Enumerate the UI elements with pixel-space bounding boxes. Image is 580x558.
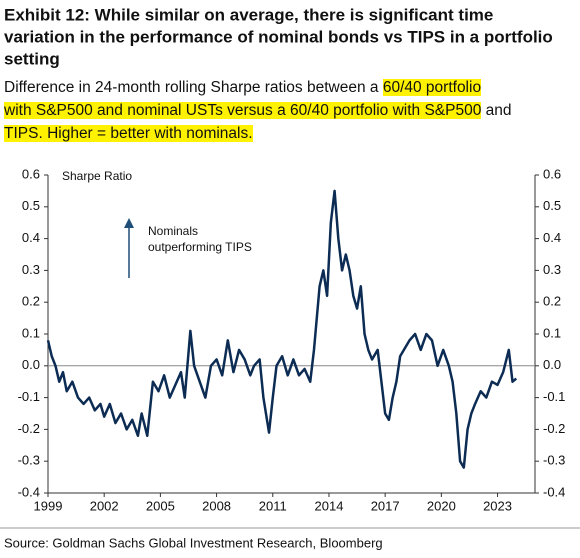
arrow-head: [124, 218, 134, 228]
x-tick-label: 2011: [259, 498, 287, 513]
x-tick-label: 2023: [483, 498, 512, 513]
y-tick-label: 0.4: [22, 230, 40, 245]
subtitle-text: and: [481, 102, 512, 119]
y-tick-label: 0.2: [22, 294, 40, 309]
y2-tick-label: 0.0: [543, 357, 561, 372]
y2-tick-label: -0.4: [543, 484, 565, 499]
y-tick-label: 0.3: [22, 262, 40, 277]
x-tick-label: 2017: [371, 498, 400, 513]
y-tick-label: 0.5: [22, 198, 40, 213]
y2-tick-label: 0.2: [543, 294, 561, 309]
y2-tick-label: 0.4: [543, 230, 561, 245]
highlighted-text: TIPS. Higher = better with nominals.: [4, 125, 253, 142]
data-line: [46, 189, 518, 469]
y-axis-label: Sharpe Ratio: [62, 169, 132, 183]
y-tick-label: -0.1: [18, 389, 40, 404]
y2-tick-label: -0.1: [543, 389, 565, 404]
title-line: setting: [4, 49, 60, 68]
subtitle-line: TIPS. Higher = better with nominals.: [4, 122, 512, 145]
highlighted-text: with S&P500 and nominal USTs versus a 60…: [4, 102, 482, 119]
highlighted-text: 60/40 portfolio: [382, 79, 482, 96]
y-tick-label: -0.4: [18, 484, 40, 499]
y-tick-label: 0.1: [22, 325, 40, 340]
subtitle-line: with S&P500 and nominal USTs versus a 60…: [4, 99, 512, 122]
x-tick-label: 2005: [146, 498, 175, 513]
x-tick-label: 2002: [90, 498, 119, 513]
annotation: outperforming TIPS: [148, 240, 252, 254]
y-tick-label: -0.3: [18, 453, 40, 468]
x-tick-label: 2020: [427, 498, 456, 513]
x-tick-label: 2014: [315, 498, 344, 513]
y2-tick-label: -0.3: [543, 453, 565, 468]
y2-tick-label: 0.1: [543, 325, 561, 340]
x-tick-label: 1999: [34, 498, 63, 513]
y2-tick-label: 0.3: [543, 262, 561, 277]
x-tick-label: 2008: [202, 498, 231, 513]
title-line: Exhibit 12: While similar on average, th…: [4, 5, 493, 24]
y2-tick-label: 0.6: [543, 166, 561, 181]
y2-tick-label: 0.5: [543, 198, 561, 213]
subtitle: Difference in 24-month rolling Sharpe ra…: [4, 76, 512, 145]
y-tick-label: 0.6: [22, 166, 40, 181]
title-line: variation in the performance of nominal …: [4, 27, 553, 46]
y-tick-label: 0.0: [22, 357, 40, 372]
subtitle-text: Difference in 24-month rolling Sharpe ra…: [4, 79, 383, 96]
subtitle-line: Difference in 24-month rolling Sharpe ra…: [4, 76, 512, 99]
y2-tick-label: -0.2: [543, 421, 565, 436]
y-tick-label: -0.2: [18, 421, 40, 436]
annotation: Nominals: [148, 224, 198, 238]
source: Source: Goldman Sachs Global Investment …: [4, 535, 383, 550]
